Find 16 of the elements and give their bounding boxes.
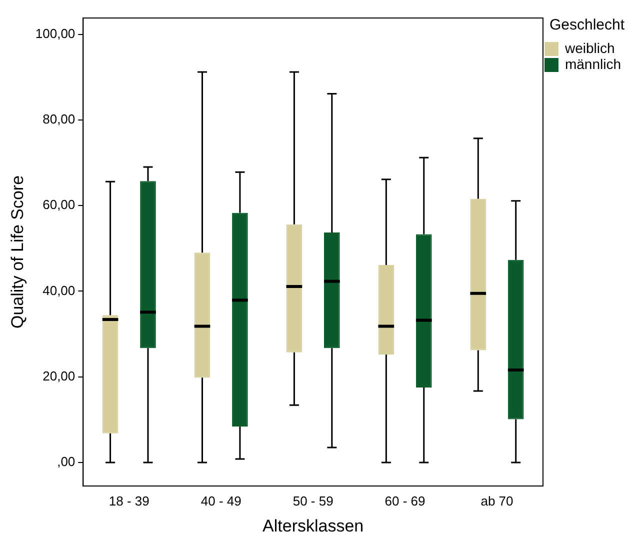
x-tick-label: ab 70 bbox=[480, 493, 514, 508]
y-axis-title: Quality of Life Score bbox=[8, 175, 27, 329]
x-axis-title: Altersklassen bbox=[262, 516, 364, 536]
y-tick-label: 100,00 bbox=[35, 26, 76, 41]
y-tick-label: 20,00 bbox=[42, 368, 76, 384]
y-tick-label: ,00 bbox=[57, 454, 76, 470]
x-tick-label: 60 - 69 bbox=[384, 493, 426, 508]
y-tick-label: 60,00 bbox=[42, 197, 76, 212]
x-tick-label: 40 - 49 bbox=[200, 493, 242, 508]
y-tick-label: 80,00 bbox=[42, 111, 76, 126]
legend-label: weiblich bbox=[564, 40, 615, 56]
y-tick-label: 40,00 bbox=[42, 282, 76, 298]
x-tick-label: 18 - 39 bbox=[108, 493, 150, 508]
legend-label: männlich bbox=[564, 56, 622, 72]
legend-title: Geschlecht bbox=[549, 16, 626, 34]
x-tick-label: 50 - 59 bbox=[292, 493, 334, 508]
